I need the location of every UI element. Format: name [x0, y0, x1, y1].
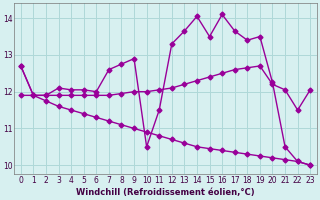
X-axis label: Windchill (Refroidissement éolien,°C): Windchill (Refroidissement éolien,°C) [76, 188, 255, 197]
